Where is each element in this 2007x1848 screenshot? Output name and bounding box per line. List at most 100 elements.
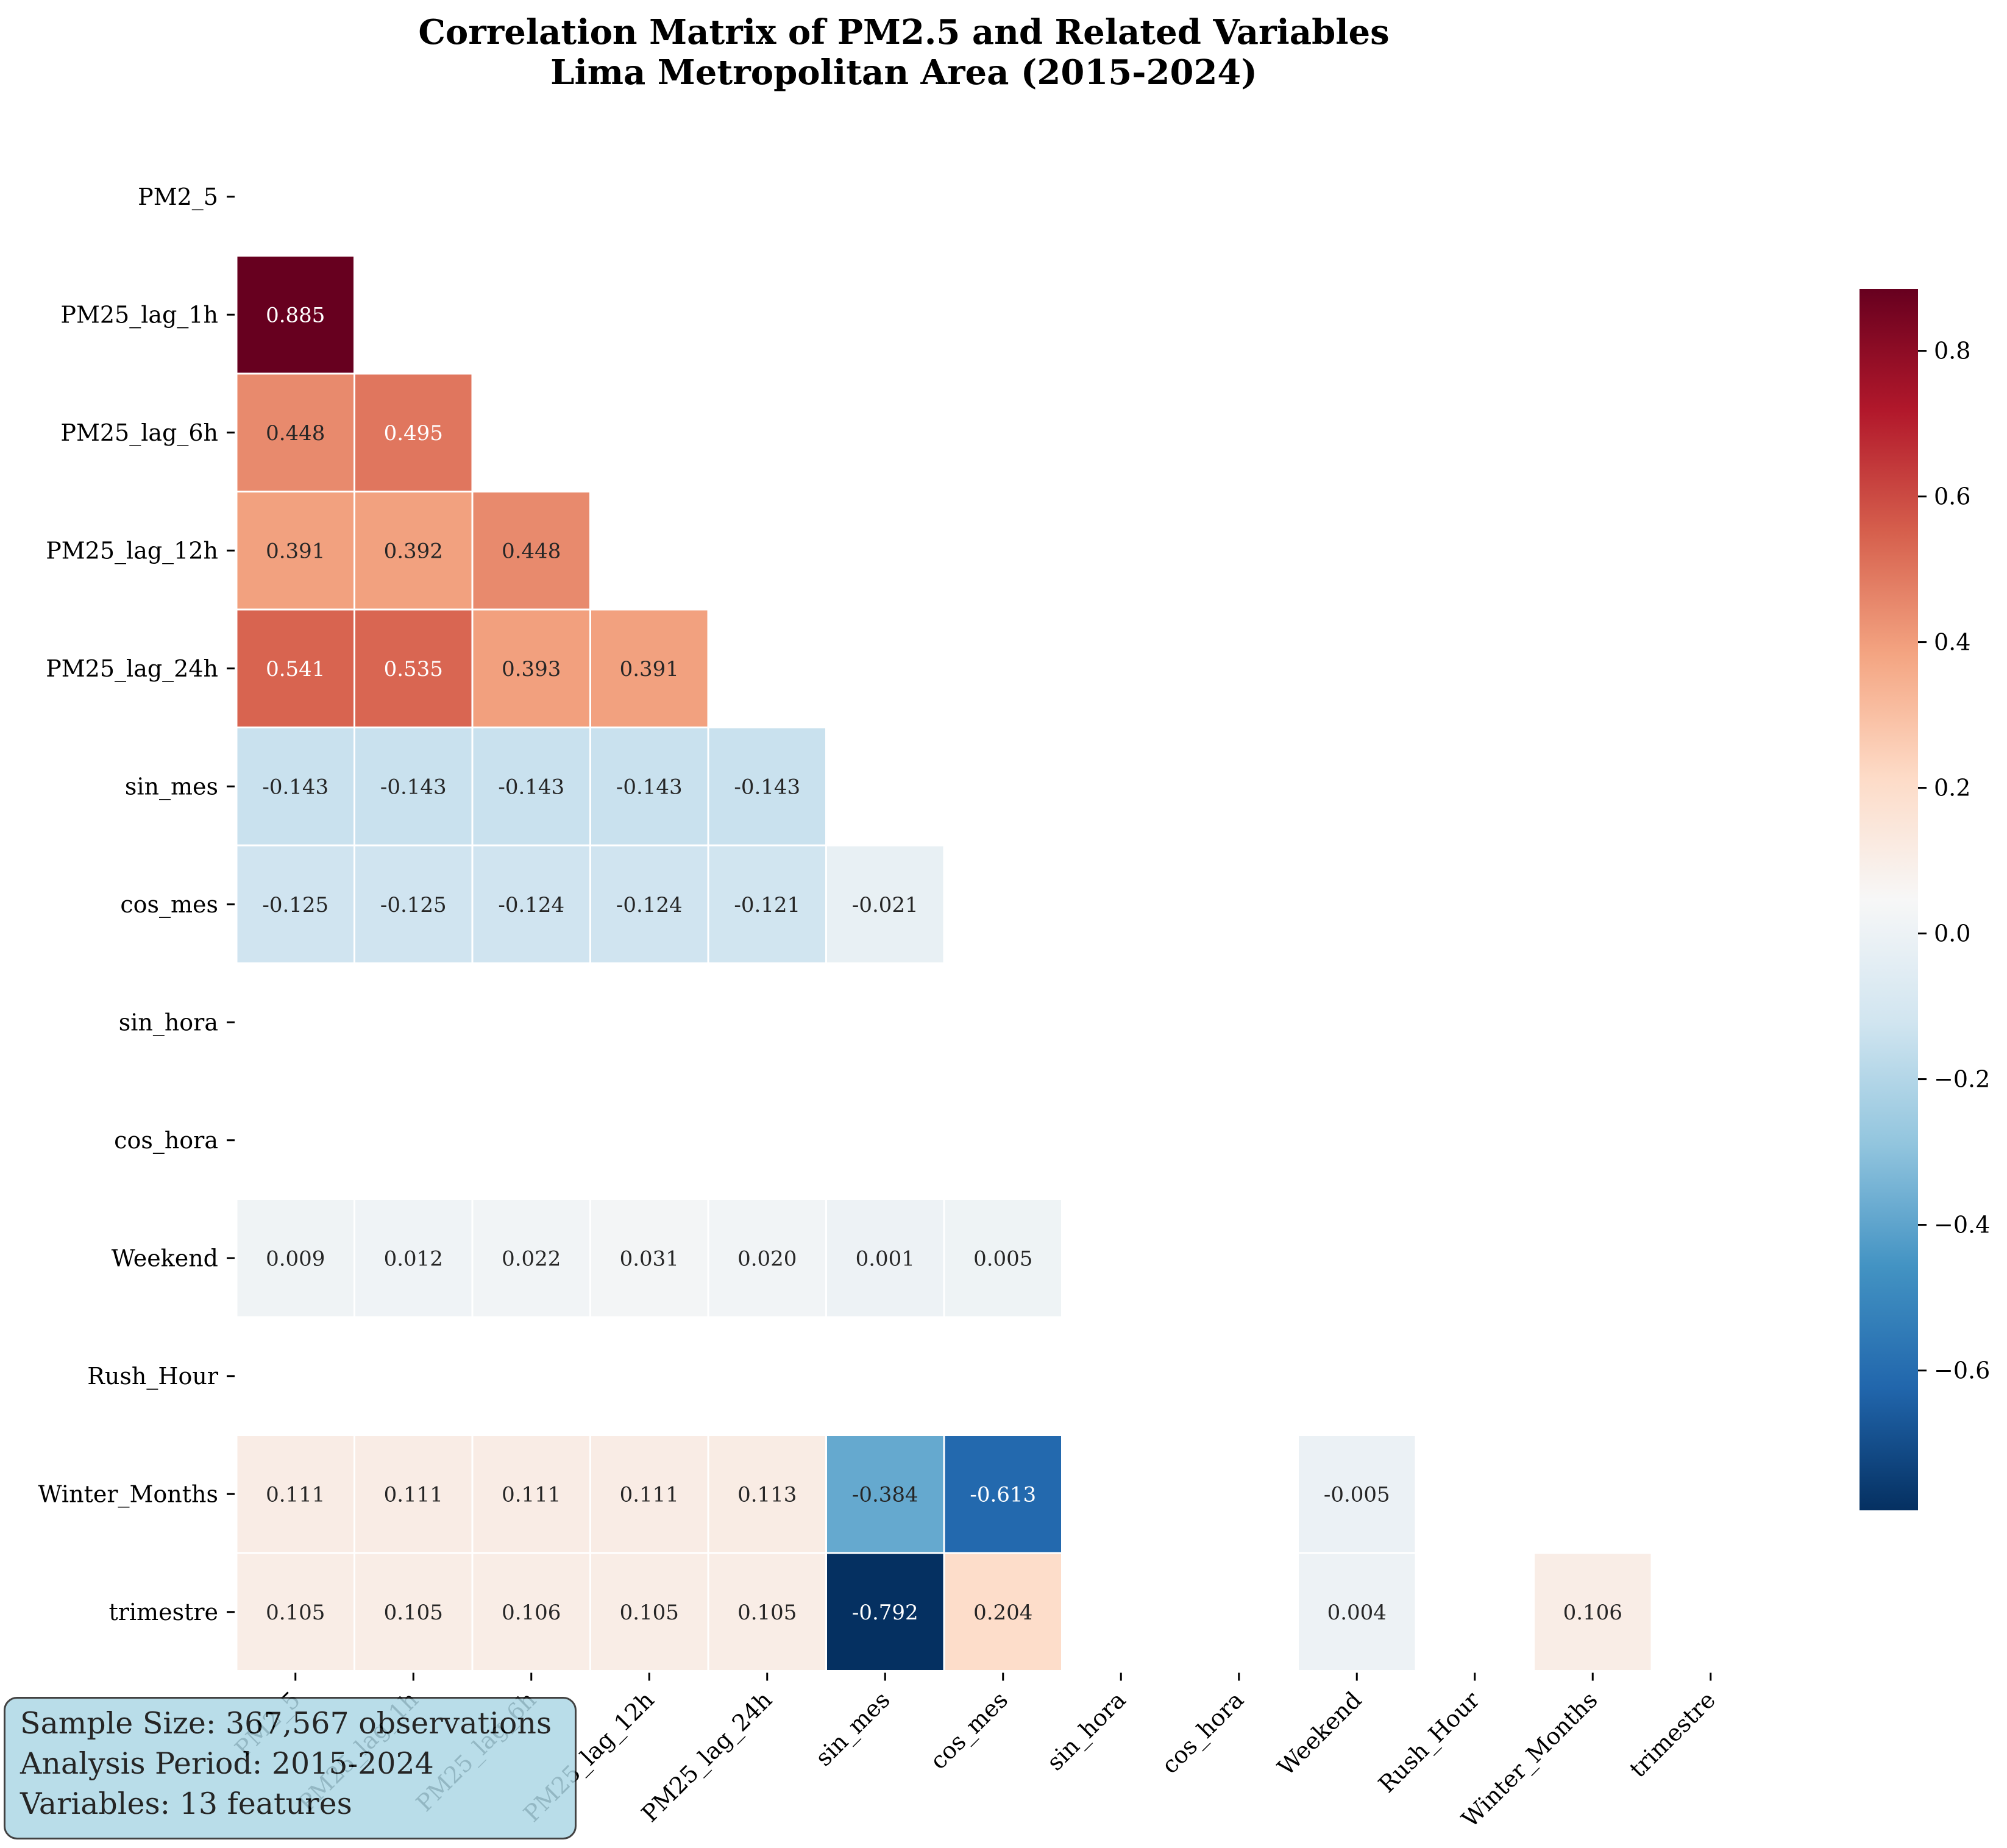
heatmap-cell <box>353 844 474 964</box>
cell-value-label: 0.393 <box>502 657 561 681</box>
heatmap-cell <box>943 1198 1063 1318</box>
heatmap-cell <box>1297 1434 1417 1554</box>
x-tick-label: cos_mes <box>925 1686 1013 1775</box>
cell-value-label: -0.792 <box>852 1601 918 1625</box>
cell-value-label: 0.020 <box>737 1246 797 1271</box>
chart-title-line-2: Lima Metropolitan Area (2015-2024) <box>550 52 1257 93</box>
x-tick-label: sin_mes <box>810 1686 895 1772</box>
heatmap-cell <box>1533 1552 1653 1672</box>
heatmap-cell <box>471 844 591 964</box>
x-tick-label: cos_hora <box>1156 1686 1249 1780</box>
cell-value-label: 0.495 <box>384 421 443 446</box>
cell-value-label: 0.012 <box>384 1246 443 1271</box>
cell-value-label: 0.391 <box>266 539 325 563</box>
cell-value-label: -0.613 <box>970 1482 1036 1507</box>
y-tick-label: PM25_lag_6h <box>60 419 218 447</box>
cell-value-label: 0.448 <box>502 539 561 563</box>
variables-count-text: Variables: 13 features <box>20 1786 352 1821</box>
cell-value-label: 0.005 <box>973 1246 1032 1271</box>
heatmap-cells: 0.885 0.448 0.495 0.391 0.392 0.448 0.541 0.535… <box>235 255 1653 1672</box>
heatmap-cell <box>353 727 474 847</box>
cell-value-label: 0.111 <box>502 1482 561 1507</box>
cell-value-label: -0.021 <box>852 893 918 917</box>
cell-value-label: -0.121 <box>734 893 800 917</box>
y-tick-label: cos_mes <box>120 891 218 919</box>
colorbar-gradient <box>1860 289 1918 1510</box>
heatmap-cell <box>589 608 709 728</box>
heatmap-cell <box>471 1434 591 1554</box>
cell-value-label: 0.448 <box>266 421 325 446</box>
y-tick-label: sin_mes <box>125 773 218 800</box>
colorbar-tick-label: 0.0 <box>1934 920 1970 947</box>
x-tick-label: Weekend <box>1273 1686 1367 1781</box>
cell-value-label: 0.391 <box>620 657 679 681</box>
colorbar-tick-label: −0.4 <box>1934 1212 1990 1239</box>
x-tick-label: PM25_lag_24h <box>636 1686 778 1828</box>
info-box: Sample Size: 367,567 observations Analys… <box>4 1697 577 1839</box>
heatmap-cell <box>235 491 355 611</box>
heatmap-cell <box>825 844 945 964</box>
cell-value-label: -0.143 <box>734 775 800 799</box>
y-tick-label: Weekend <box>112 1245 218 1271</box>
cell-value-label: -0.384 <box>852 1482 918 1507</box>
heatmap-cell <box>353 372 474 492</box>
cell-value-label: 0.106 <box>502 1601 561 1625</box>
cell-value-label: 0.111 <box>266 1482 325 1507</box>
heatmap-cell <box>353 608 474 728</box>
y-tick-label: PM2_5 <box>138 183 218 211</box>
y-tick-label: cos_hora <box>114 1127 218 1154</box>
heatmap-cell <box>943 1552 1063 1672</box>
heatmap-cell <box>589 844 709 964</box>
cell-value-label: -0.143 <box>262 775 329 799</box>
cell-value-label: 0.004 <box>1327 1601 1387 1625</box>
heatmap-cell <box>589 727 709 847</box>
heatmap-cell <box>471 491 591 611</box>
y-tick-label: PM25_lag_12h <box>46 537 218 564</box>
colorbar: 0.8 0.6 0.4 0.2 0.0 −0.2 −0.4 −0.6 <box>1860 289 1990 1510</box>
colorbar-tick-label: 0.6 <box>1934 483 1970 510</box>
heatmap-cell <box>707 727 827 847</box>
cell-value-label: -0.124 <box>616 893 683 917</box>
heatmap-cell <box>353 1198 474 1318</box>
cell-value-label: -0.005 <box>1324 1482 1390 1507</box>
cell-value-label: 0.031 <box>620 1246 679 1271</box>
heatmap-cell <box>235 1552 355 1672</box>
x-tick-label: Rush_Hour <box>1373 1686 1485 1798</box>
cell-value-label: -0.143 <box>380 775 447 799</box>
heatmap-cell <box>353 1552 474 1672</box>
cell-value-label: 0.105 <box>737 1601 797 1625</box>
heatmap-cell <box>235 372 355 492</box>
x-tick-label: trimestre <box>1624 1686 1721 1783</box>
cell-value-label: -0.125 <box>262 893 329 917</box>
x-tick-label: sin_hora <box>1042 1686 1131 1776</box>
cell-value-label: 0.541 <box>266 657 325 681</box>
cell-value-label: 0.111 <box>384 1482 443 1507</box>
colorbar-tick-label: −0.6 <box>1934 1357 1990 1384</box>
heatmap-cell <box>707 844 827 964</box>
cell-value-label: -0.143 <box>616 775 683 799</box>
colorbar-tick-label: −0.2 <box>1934 1066 1990 1093</box>
cell-value-label: -0.143 <box>498 775 564 799</box>
cell-value-label: 0.111 <box>620 1482 679 1507</box>
colorbar-tick-label: 0.2 <box>1934 775 1970 801</box>
cell-value-label: 0.885 <box>266 303 325 327</box>
cell-value-label: 0.392 <box>384 539 443 563</box>
cell-value-label: 0.106 <box>1563 1601 1622 1625</box>
cell-value-label: 0.113 <box>737 1482 797 1507</box>
heatmap-cell <box>235 844 355 964</box>
heatmap-cell <box>589 1552 709 1672</box>
y-axis-tick-labels: PM2_5 PM25_lag_1h PM25_lag_6h PM25_lag_12h P… <box>38 183 235 1626</box>
heatmap-cell <box>825 1198 945 1318</box>
y-tick-label: trimestre <box>108 1599 218 1626</box>
y-tick-label: Rush_Hour <box>87 1363 219 1390</box>
y-tick-label: Winter_Months <box>38 1480 218 1508</box>
chart-title-line-1: Correlation Matrix of PM2.5 and Related … <box>418 12 1389 52</box>
heatmap-cell <box>825 1552 945 1672</box>
cell-value-label: 0.022 <box>502 1246 561 1271</box>
cell-value-label: 0.105 <box>620 1601 679 1625</box>
cell-value-label: 0.204 <box>973 1601 1032 1625</box>
heatmap-cell <box>707 1552 827 1672</box>
heatmap-cell <box>1297 1552 1417 1672</box>
y-tick-label: sin_hora <box>119 1009 218 1036</box>
